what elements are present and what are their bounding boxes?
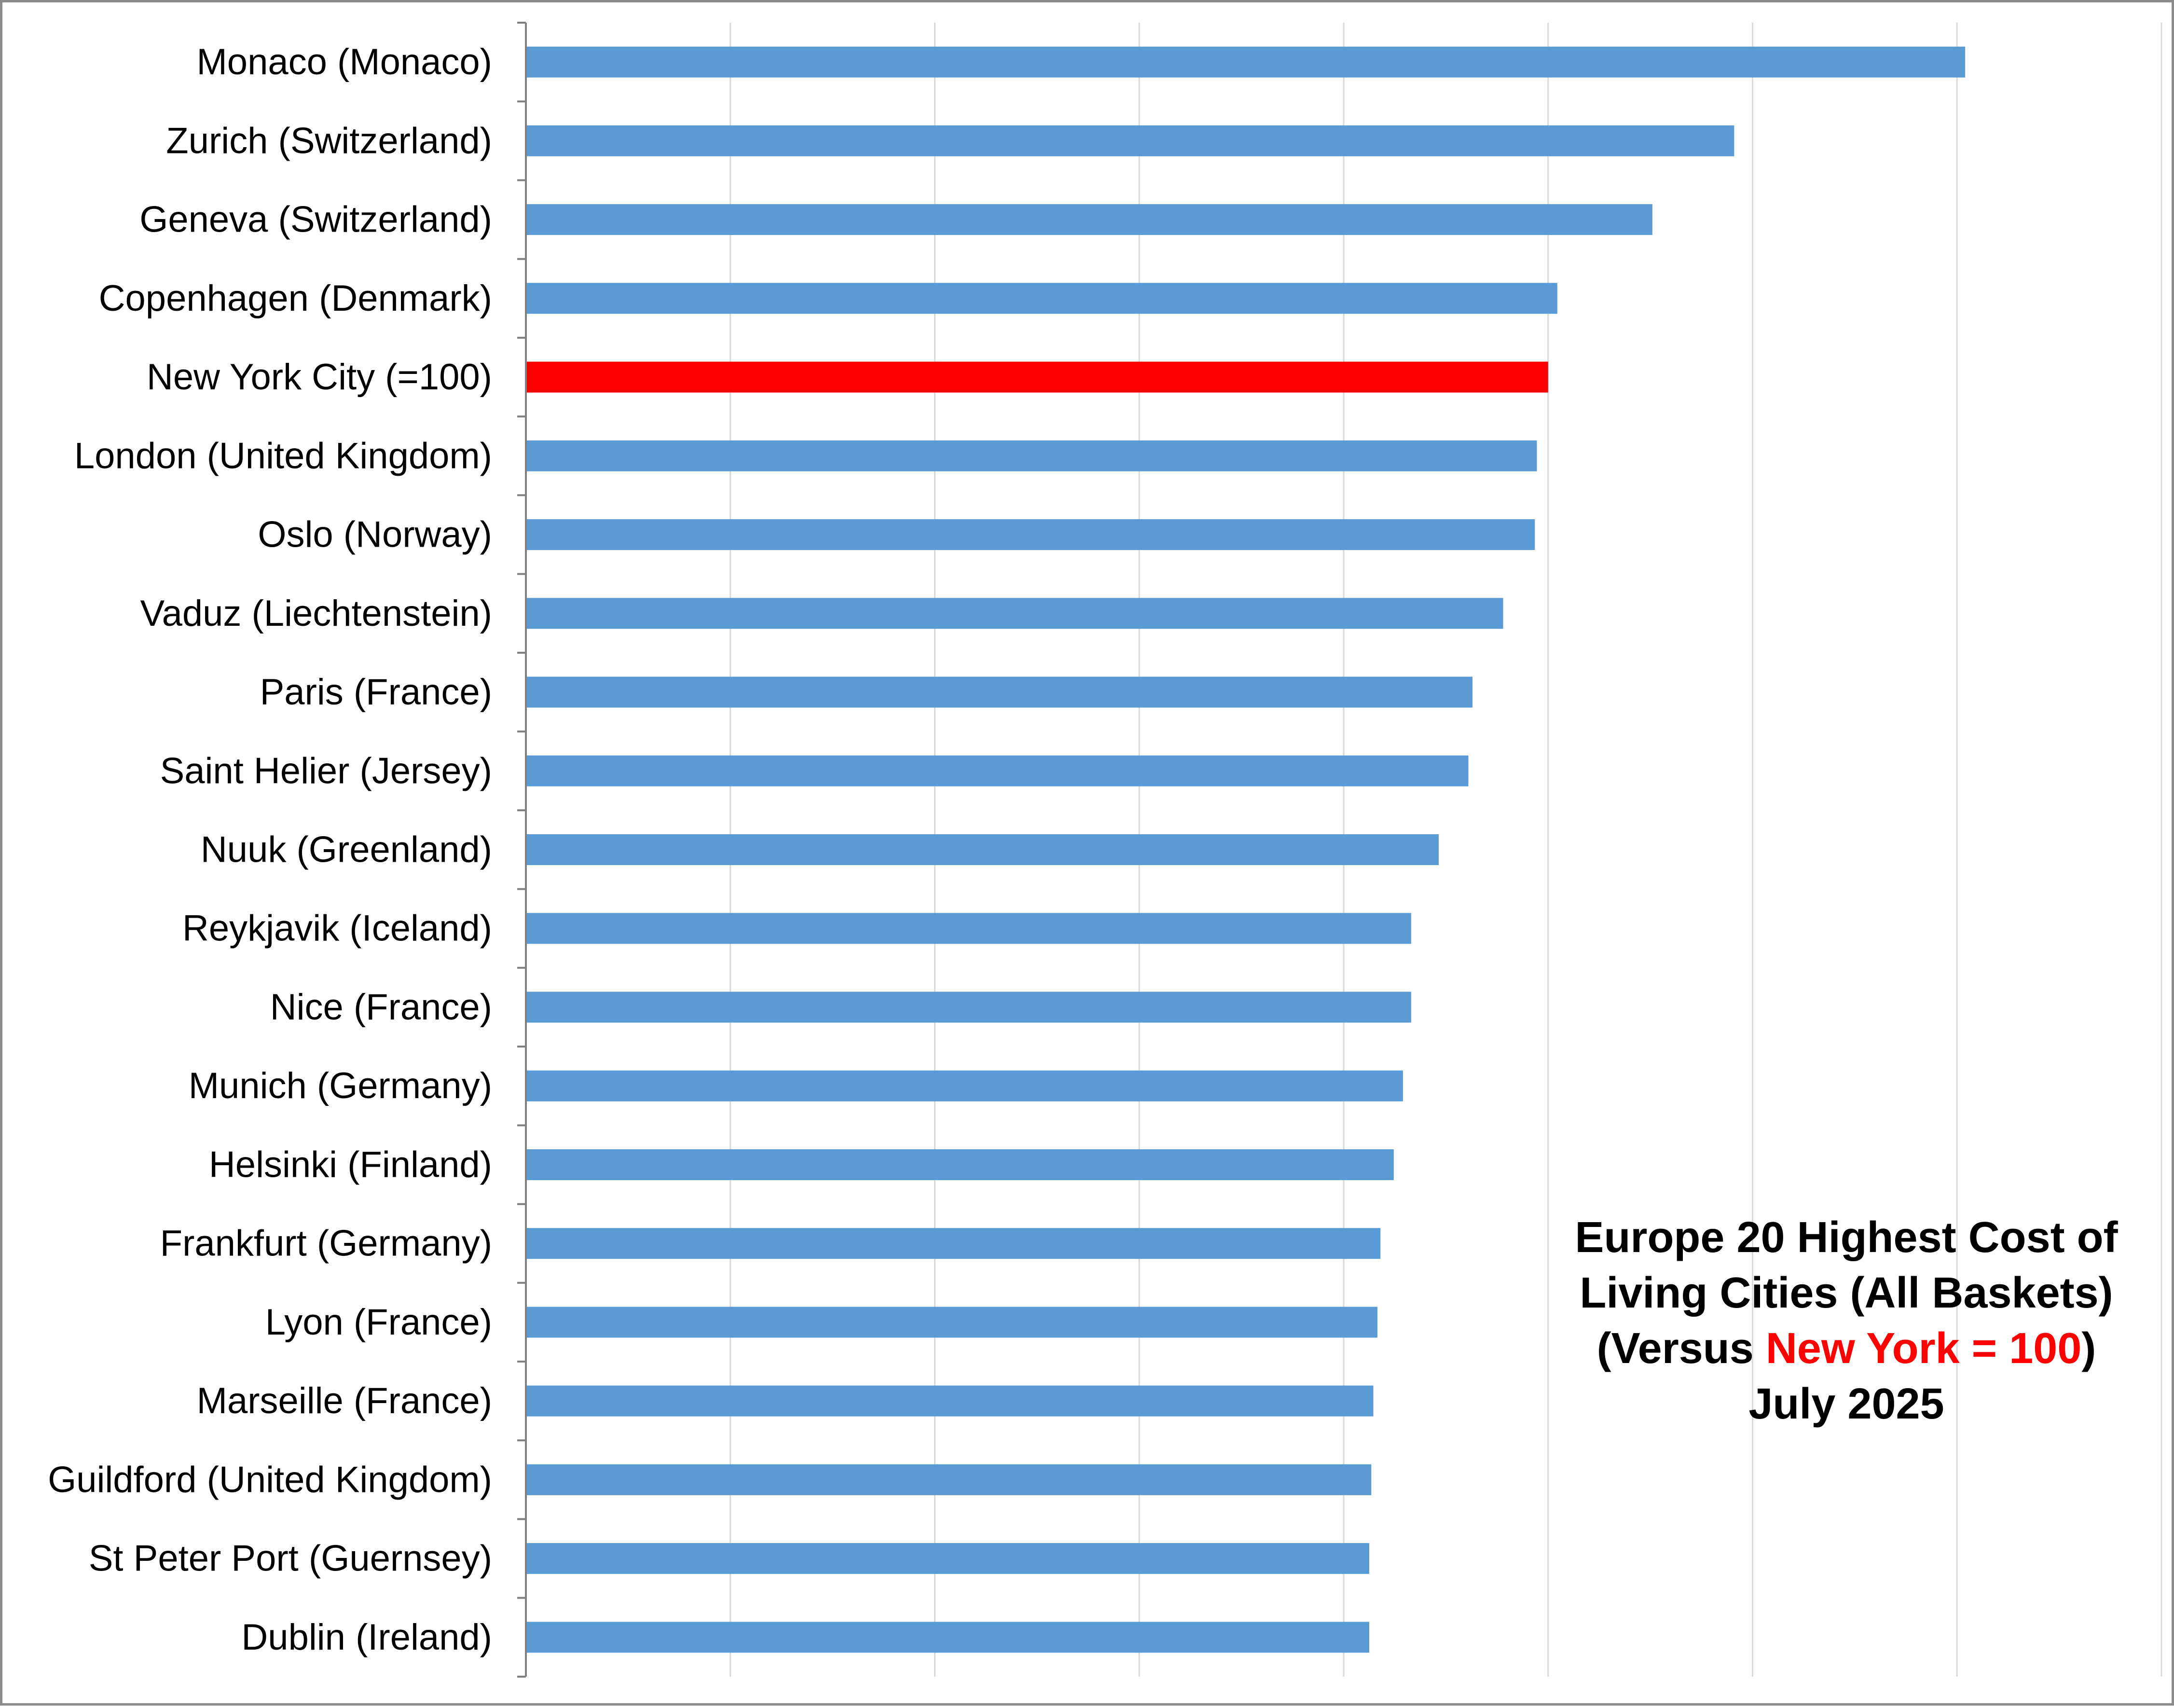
chart-title: Europe 20 Highest Cost of Living Cities (… (1575, 1213, 2118, 1428)
category-label: Saint Helier (Jersey) (160, 750, 492, 791)
title-line-4: July 2025 (1748, 1380, 1944, 1428)
category-label: London (United Kingdom) (74, 435, 492, 476)
category-label: Nuuk (Greenland) (201, 829, 492, 870)
category-label: Helsinki (Finland) (209, 1144, 492, 1185)
bar-munich-germany (526, 1070, 1403, 1102)
category-label: Reykjavik (Iceland) (182, 908, 492, 949)
category-label: Paris (France) (260, 672, 492, 713)
bar-frankfurt-germany (526, 1228, 1381, 1259)
category-label: Guildford (United Kingdom) (48, 1459, 492, 1500)
bars (526, 46, 1966, 1653)
category-label: Geneva (Switzerland) (139, 199, 492, 240)
bar-copenhagen-denmark (526, 283, 1557, 314)
category-label: Monaco (Monaco) (197, 41, 493, 83)
bar-guildford-united-kingdom (526, 1464, 1372, 1495)
category-labels: Monaco (Monaco) Zurich (Switzerland) Genev… (48, 41, 492, 1658)
bar-new-york-city-100 (526, 361, 1548, 393)
category-label: St Peter Port (Guernsey) (89, 1538, 492, 1579)
category-label: Lyon (France) (265, 1302, 492, 1343)
bar-paris-france (526, 676, 1472, 708)
title-line-2: Living Cities (All Baskets) (1580, 1269, 2113, 1317)
bar-nuuk-greenland (526, 834, 1439, 865)
category-label: Munich (Germany) (189, 1065, 492, 1106)
bar-vaduz-liechtenstein (526, 598, 1503, 629)
bar-marseille-france (526, 1385, 1374, 1417)
bar-oslo-norway (526, 519, 1535, 551)
bar-zurich-switzerland (526, 125, 1734, 156)
bar-saint-helier-jersey (526, 755, 1469, 786)
category-label: Zurich (Switzerland) (166, 120, 492, 161)
bar-dublin-ireland (526, 1622, 1369, 1653)
category-label: Vaduz (Liechtenstein) (140, 593, 492, 634)
title-line-1: Europe 20 Highest Cost of (1575, 1213, 2118, 1262)
y-axis (517, 22, 527, 1678)
bar-lyon-france (526, 1307, 1377, 1338)
category-label: Dublin (Ireland) (241, 1617, 492, 1658)
title-part: (Versus (1597, 1324, 1766, 1373)
title-highlight: New York = 100 (1766, 1324, 2082, 1373)
bar-st-peter-port-guernsey (526, 1543, 1369, 1574)
bar-london-united-kingdom (526, 440, 1537, 471)
category-label: Marseille (France) (197, 1380, 492, 1421)
title-part: ) (2081, 1324, 2096, 1373)
category-label: Copenhagen (Denmark) (99, 278, 492, 319)
category-label: New York City (=100) (147, 357, 492, 398)
bar-monaco-monaco (526, 46, 1966, 78)
bar-nice-france (526, 992, 1411, 1023)
bar-reykjavik-iceland (526, 913, 1411, 944)
title-line-3: (Versus New York = 100) (1597, 1324, 2096, 1373)
bar-geneva-switzerland (526, 204, 1652, 235)
category-label: Frankfurt (Germany) (160, 1223, 492, 1264)
category-label: Nice (France) (270, 987, 492, 1028)
bar-helsinki-finland (526, 1149, 1394, 1180)
category-label: Oslo (Norway) (258, 514, 492, 555)
